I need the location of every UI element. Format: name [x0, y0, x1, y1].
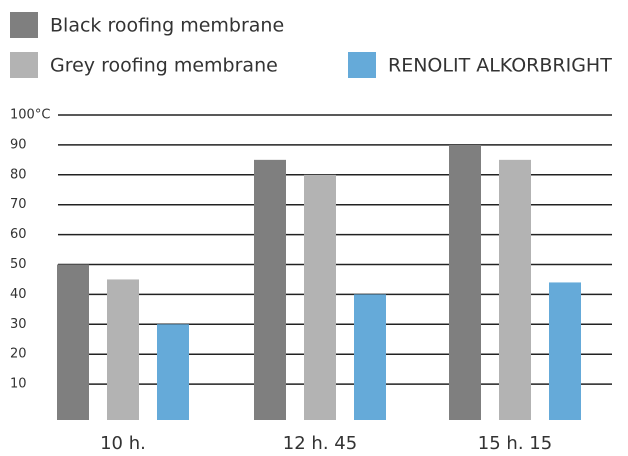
y-tick-label: 100°C	[10, 108, 50, 123]
bar	[57, 264, 89, 420]
bar	[549, 282, 581, 420]
y-tick-label: 10	[10, 377, 27, 392]
y-tick-label: 30	[10, 317, 27, 332]
x-tick-label: 10 h.	[100, 433, 146, 454]
y-tick-label: 60	[10, 227, 27, 242]
y-tick-label: 70	[10, 197, 27, 212]
legend-label: Grey roofing membrane	[50, 55, 278, 77]
y-tick-label: 50	[10, 257, 27, 272]
y-tick-label: 20	[10, 347, 27, 362]
bar	[499, 159, 531, 420]
legend-swatch	[348, 52, 376, 78]
bar	[449, 144, 481, 420]
bar	[354, 294, 386, 420]
bar	[157, 324, 189, 420]
legend-swatch	[10, 12, 38, 38]
bar	[304, 174, 336, 420]
bar	[254, 159, 286, 420]
x-tick-label: 12 h. 45	[283, 433, 357, 454]
legend-label: RENOLIT ALKORBRIGHT	[388, 55, 612, 77]
bar	[107, 279, 139, 420]
x-tick-label: 15 h. 15	[478, 433, 552, 454]
legend-swatch	[10, 52, 38, 78]
y-tick-label: 90	[10, 137, 27, 152]
y-tick-label: 80	[10, 167, 27, 182]
y-tick-label: 40	[10, 287, 27, 302]
legend-label: Black roofing membrane	[50, 15, 284, 37]
